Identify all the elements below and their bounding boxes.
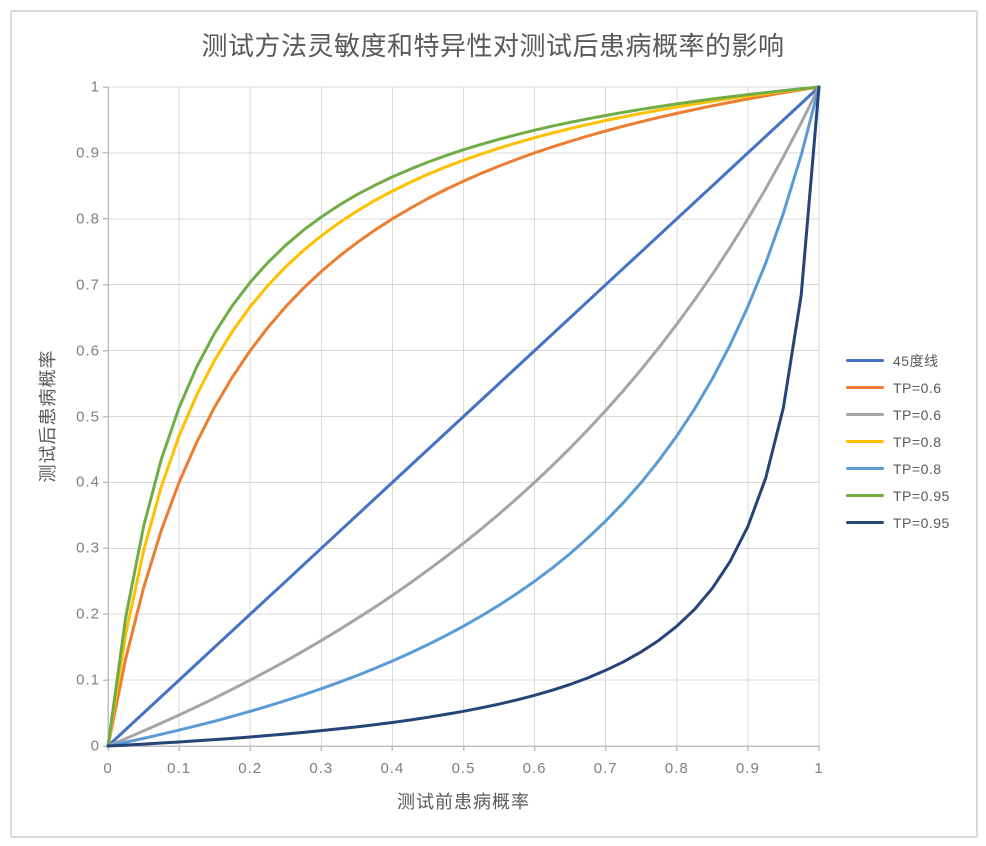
legend-swatch: [846, 521, 884, 524]
legend-item-4: TP=0.8: [846, 455, 950, 482]
legend-swatch: [846, 359, 884, 362]
chart-title: 测试方法灵敏度和特异性对测试后患病概率的影响: [201, 31, 785, 61]
legend-swatch: [846, 467, 884, 470]
x-tick-label: 0.5: [451, 760, 476, 777]
y-tick-label: 0.9: [76, 144, 100, 162]
legend-label: TP=0.8: [893, 460, 942, 477]
y-tick-label: 0.3: [76, 539, 100, 557]
series-line-3: [106, 85, 821, 748]
y-tick-label: 1: [90, 78, 100, 96]
x-tick-label: 0.8: [664, 760, 689, 777]
x-tick-label: 0.7: [593, 760, 618, 777]
y-tick-label: 0.8: [76, 210, 100, 228]
legend-item-2: TP=0.6: [846, 401, 950, 428]
legend-label: TP=0.95: [893, 487, 950, 504]
legend-label: 45度线: [893, 352, 939, 369]
legend-label: TP=0.6: [893, 406, 942, 423]
y-tick-label: 0: [90, 737, 100, 755]
legend-item-0: 45度线: [846, 347, 950, 374]
x-tick-label: 0.2: [238, 760, 263, 777]
plot-area: [103, 85, 821, 751]
y-tick-label: 0.5: [76, 408, 100, 425]
figure-border: [10, 10, 978, 838]
legend-item-5: TP=0.95: [846, 482, 950, 509]
y-tick-label: 0.7: [76, 276, 100, 294]
x-tick-label: 0.9: [735, 760, 760, 777]
series-line-6: [106, 85, 821, 748]
legend-swatch: [846, 386, 884, 389]
y-tick-label: 0.6: [76, 342, 100, 360]
legend: 45度线 TP=0.6 TP=0.6 TP=0.8 TP=0.8 TP=0.95 TP=0.…: [846, 347, 950, 536]
legend-label: TP=0.6: [893, 379, 942, 396]
legend-swatch: [846, 494, 884, 497]
legend-item-3: TP=0.8: [846, 428, 950, 455]
x-tick-label: 0.6: [522, 760, 547, 777]
y-axis-title: 测试后患病概率: [38, 349, 58, 483]
legend-label: TP=0.95: [893, 514, 950, 531]
legend-swatch: [846, 413, 884, 416]
x-tick-label: 0.4: [380, 760, 405, 777]
legend-label: TP=0.8: [893, 433, 942, 450]
legend-swatch: [846, 440, 884, 443]
y-tick-label: 0.4: [76, 473, 100, 491]
series-line-1: [106, 85, 821, 748]
x-axis-title: 测试前患病概率: [397, 792, 530, 812]
series-line-0: [106, 85, 821, 748]
series-line-2: [106, 85, 821, 748]
series-line-4: [106, 85, 821, 748]
y-tick-label: 0.2: [76, 605, 100, 623]
x-tick-label: 0.3: [309, 760, 334, 777]
x-tick-label: 0: [103, 760, 113, 777]
x-tick-label: 0.1: [167, 760, 192, 777]
y-tick-label: 0.1: [76, 671, 100, 689]
legend-item-6: TP=0.95: [846, 509, 950, 536]
legend-item-1: TP=0.6: [846, 374, 950, 401]
x-tick-label: 1: [814, 760, 824, 777]
series-line-5: [106, 85, 821, 748]
